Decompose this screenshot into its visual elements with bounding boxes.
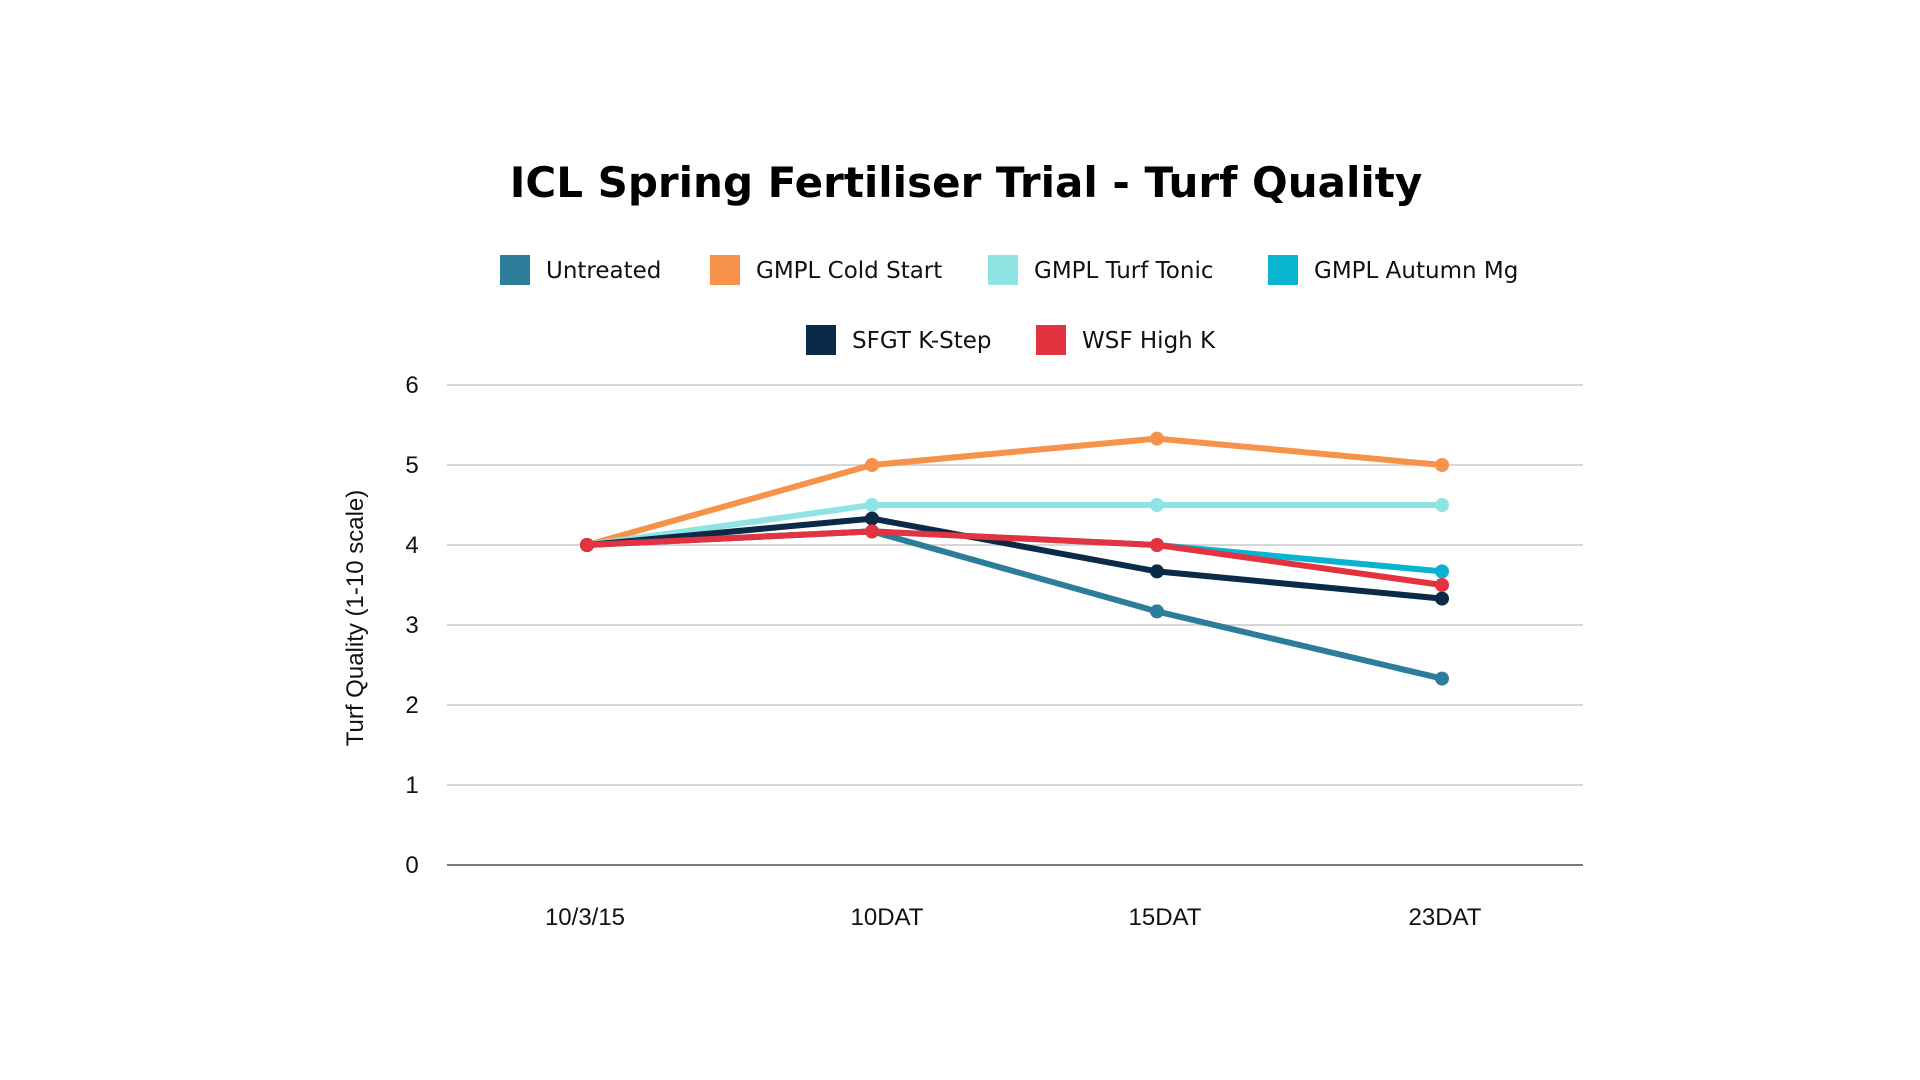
data-point-wsf-high-k <box>580 538 594 552</box>
series-layer <box>580 431 1449 686</box>
data-point-gmpl-autumn-mg <box>1435 564 1449 579</box>
legend-swatch <box>1268 255 1298 285</box>
legend-label: GMPL Cold Start <box>756 258 942 284</box>
series-line-gmpl-turf-tonic <box>584 502 1445 548</box>
legend-swatch <box>710 255 740 285</box>
y-axis-ticks: 0 1 2 3 4 5 6 <box>405 372 418 879</box>
legend-swatch <box>988 255 1018 285</box>
data-point-gmpl-cold-start <box>865 458 879 472</box>
data-point-sfgt-k-step <box>1435 591 1449 606</box>
legend-swatch <box>806 325 836 355</box>
legend-item-gmpl-turf-tonic: GMPL Turf Tonic <box>988 255 1214 285</box>
gridlines <box>447 384 1583 866</box>
data-point-gmpl-turf-tonic <box>865 498 879 512</box>
legend-label: SFGT K-Step <box>852 328 992 354</box>
chart-title: ICL Spring Fertiliser Trial - Turf Quali… <box>510 158 1422 207</box>
series-untreated <box>580 524 1449 686</box>
legend-item-gmpl-autumn-mg: GMPL Autumn Mg <box>1268 255 1518 285</box>
x-tick-label: 15DAT <box>1129 904 1202 931</box>
data-point-wsf-high-k <box>1435 578 1449 592</box>
data-point-sfgt-k-step <box>865 511 879 526</box>
legend-item-wsf-high-k: WSF High K <box>1036 325 1216 355</box>
series-line-gmpl-cold-start <box>584 435 1445 548</box>
legend-item-untreated: Untreated <box>500 255 661 285</box>
data-point-gmpl-cold-start <box>1435 458 1449 472</box>
y-tick-label: 5 <box>405 452 418 479</box>
y-tick-label: 3 <box>405 612 418 639</box>
y-tick-label: 6 <box>405 372 418 399</box>
legend-item-sfgt-k-step: SFGT K-Step <box>806 325 992 355</box>
y-axis-title: Turf Quality (1-10 scale) <box>342 490 369 747</box>
x-axis-ticks: 10/3/15 10DAT 15DAT 23DAT <box>545 904 1482 931</box>
legend-swatch <box>1036 325 1066 355</box>
data-point-untreated <box>1435 671 1449 686</box>
data-point-wsf-high-k <box>865 524 879 539</box>
y-tick-label: 4 <box>405 532 418 559</box>
x-tick-label: 10/3/15 <box>545 904 625 931</box>
y-tick-label: 1 <box>405 772 418 799</box>
legend-label: GMPL Autumn Mg <box>1314 258 1518 284</box>
legend-swatch <box>500 255 530 285</box>
y-tick-label: 0 <box>405 852 418 879</box>
data-point-sfgt-k-step <box>1150 564 1164 579</box>
legend: Untreated GMPL Cold Start GMPL Turf Tonic G… <box>500 255 1518 355</box>
data-point-wsf-high-k <box>1150 538 1164 552</box>
series-line-untreated <box>584 528 1445 682</box>
series-wsf-high-k <box>580 524 1449 592</box>
legend-label: Untreated <box>546 258 661 284</box>
data-point-gmpl-turf-tonic <box>1435 498 1449 512</box>
legend-label: GMPL Turf Tonic <box>1034 258 1214 284</box>
data-point-gmpl-turf-tonic <box>1150 498 1164 512</box>
y-tick-label: 2 <box>405 692 418 719</box>
legend-label: WSF High K <box>1082 328 1216 354</box>
legend-item-gmpl-cold-start: GMPL Cold Start <box>710 255 942 285</box>
series-line-wsf-high-k <box>584 528 1445 588</box>
data-point-untreated <box>1150 604 1164 619</box>
x-tick-label: 10DAT <box>851 904 924 931</box>
x-tick-label: 23DAT <box>1409 904 1482 931</box>
series-line-sfgt-k-step <box>584 515 1445 602</box>
data-point-gmpl-cold-start <box>1150 431 1164 446</box>
